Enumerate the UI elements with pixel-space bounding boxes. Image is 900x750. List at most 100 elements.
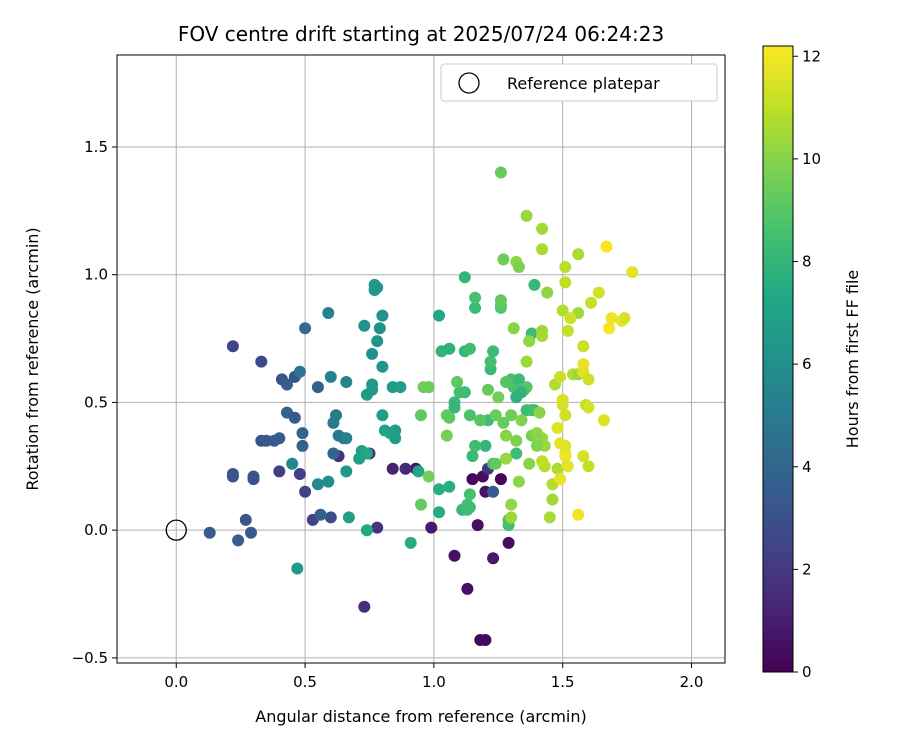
scatter-point [505,511,518,524]
scatter-point [327,447,340,460]
scatter-point [340,465,353,478]
scatter-point [597,414,610,427]
scatter-point [582,401,595,414]
colorbar-gradient [762,45,794,673]
scatter-point [482,383,494,396]
scatter-point [245,526,257,539]
scatter-point [412,465,425,478]
x-tick-label: 2.0 [680,673,704,691]
scatter-point [463,488,476,501]
scatter-point [273,465,286,478]
scatter-point [559,261,572,273]
scatter-point [603,322,616,335]
scatter-point [443,411,456,424]
scatter-point [366,378,379,391]
scatter-point [440,429,453,442]
scatter-point [559,409,572,422]
scatter-point [523,457,536,470]
scatter-point [389,432,402,445]
scatter-point [330,409,342,422]
scatter-point [494,294,507,307]
scatter-point [288,411,301,424]
scatter-point [487,485,500,498]
scatter-point [463,501,476,514]
scatter-point [572,508,585,521]
scatter-point [463,409,476,422]
scatter-point [296,427,309,440]
scatter-point [489,409,502,422]
scatter-point [554,473,567,486]
y-axis-label: Rotation from reference (arcmin) [23,227,42,490]
scatter-point [559,439,572,452]
scatter-point [479,439,492,452]
scatter-point [479,634,492,646]
colorbar-tick-label: 10 [802,150,821,168]
colorbar-tick-label: 6 [802,355,812,373]
scatter-point [453,386,466,399]
scatter-point [561,324,574,337]
scatter-point [502,536,515,549]
scatter-point [376,360,389,373]
scatter-point [494,166,507,179]
scatter-point [399,462,412,475]
scatter-point [530,439,543,452]
scatter-point [273,432,286,445]
scatter-point [600,240,613,253]
colorbar-label: Hours from first FF file [843,270,862,449]
scatter-point [281,378,293,391]
scatter-point [551,422,564,434]
scatter-point [487,552,500,565]
scatter-point [559,276,572,289]
scatter-point [530,427,543,440]
scatter-point [556,304,569,317]
scatter-point [512,373,525,386]
scatter-point [422,470,435,483]
scatter-point [469,291,482,304]
scatter-point [299,322,312,335]
scatter-point [443,342,456,355]
scatter-point [448,549,461,562]
scatter-point [255,355,268,368]
scatter-point [510,434,523,447]
scatter-point [314,508,327,521]
scatter-point [340,376,353,388]
scatter-point [500,452,512,465]
legend-marker [458,72,480,94]
scatter-point [386,462,399,475]
scatter-point [260,434,273,447]
scatter-point [433,483,445,496]
scatter-point [507,322,520,335]
scatter-point [469,301,482,314]
scatter-point [489,457,502,470]
x-axis-label: Angular distance from reference (arcmin) [255,707,586,726]
scatter-point [466,473,479,486]
scatter-point [376,309,389,322]
legend: Reference platepar [440,63,718,102]
scatter-point [561,460,574,473]
scatter-point [556,399,569,411]
reference-point [165,519,187,541]
scatter-point [523,335,536,348]
scatter-point [461,582,474,595]
scatter-point [536,243,549,256]
scatter-point [474,414,487,427]
legend-label: Reference platepar [507,74,660,93]
scatter-point [232,534,245,547]
scatter-point [536,222,549,235]
scatter-point [471,519,484,532]
scatter-point [510,391,523,404]
scatter-point [360,524,373,537]
scatter-point [520,209,533,222]
scatter-point [373,322,386,335]
scatter-point [415,498,427,511]
scatter-point [466,450,479,463]
y-tick-label: 1.5 [84,138,108,156]
scatter-point [247,473,260,486]
scatter-point [376,409,389,422]
colorbar-tick-label: 12 [802,47,821,65]
scatter-point [500,429,512,442]
y-axis-ticks: −0.5 0.0 0.5 1.0 1.5 [72,138,117,667]
scatter-point [505,498,518,511]
scatter-point [618,312,631,325]
colorbar-tick-label: 0 [802,663,812,681]
